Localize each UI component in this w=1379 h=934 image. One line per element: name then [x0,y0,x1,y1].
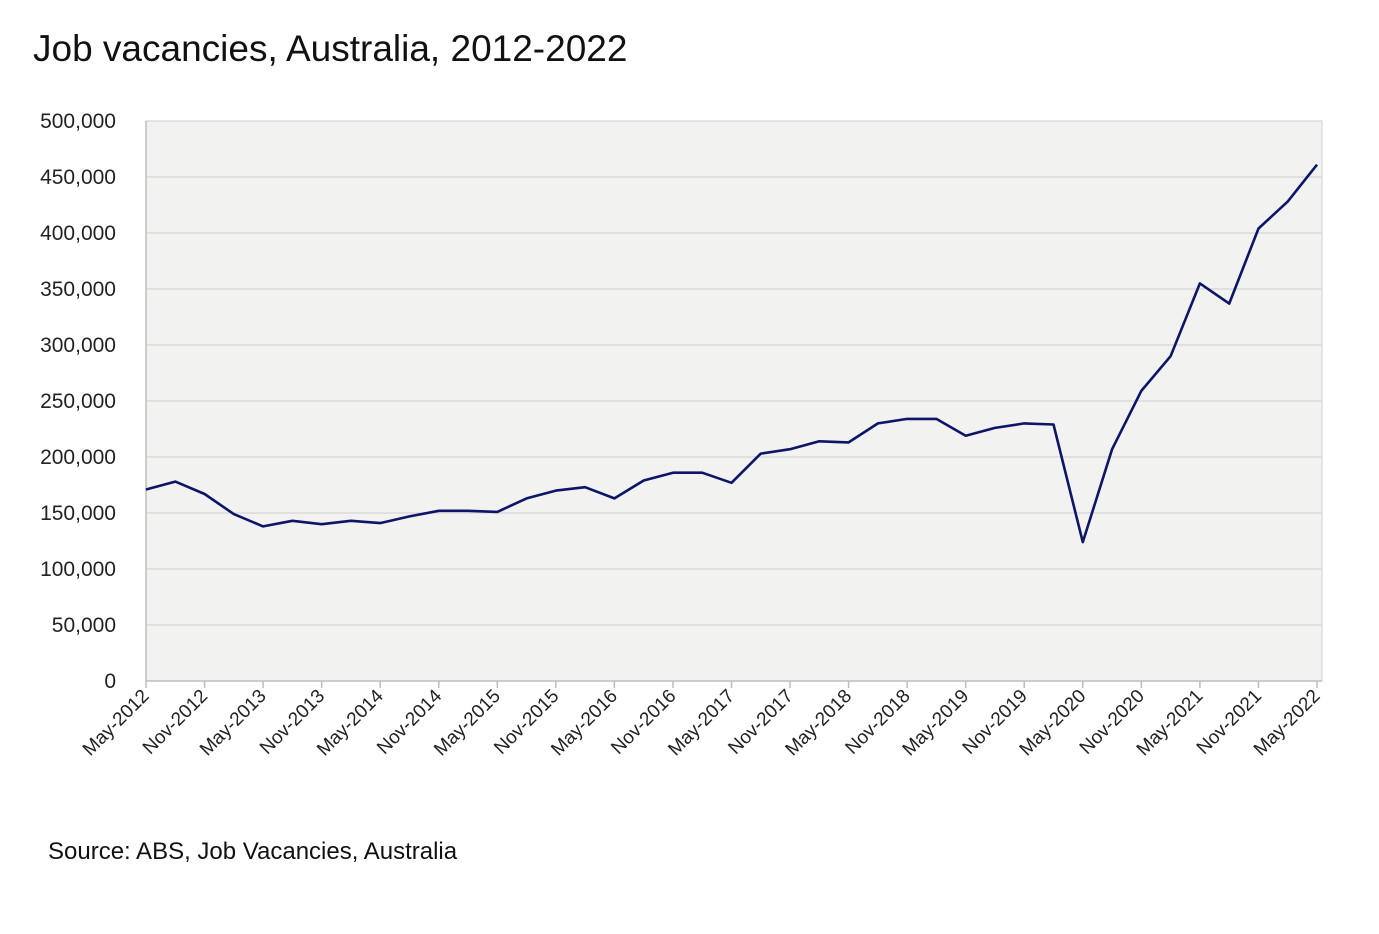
y-tick-label: 350,000 [40,278,116,301]
y-tick-label: 450,000 [40,166,116,189]
y-tick-label: 300,000 [40,334,116,357]
y-tick-label: 200,000 [40,446,116,469]
x-tick-label: May-2012 [79,686,154,761]
y-tick-label: 0 [104,670,116,693]
y-tick-label: 250,000 [40,390,116,413]
y-tick-label: 100,000 [40,558,116,581]
chart-source: Source: ABS, Job Vacancies, Australia [48,838,458,865]
chart-title: Job vacancies, Australia, 2012-2022 [33,28,628,69]
y-tick-label: 50,000 [52,614,116,637]
y-tick-label: 150,000 [40,502,116,525]
y-tick-label: 500,000 [40,110,116,133]
y-tick-label: 400,000 [40,222,116,245]
